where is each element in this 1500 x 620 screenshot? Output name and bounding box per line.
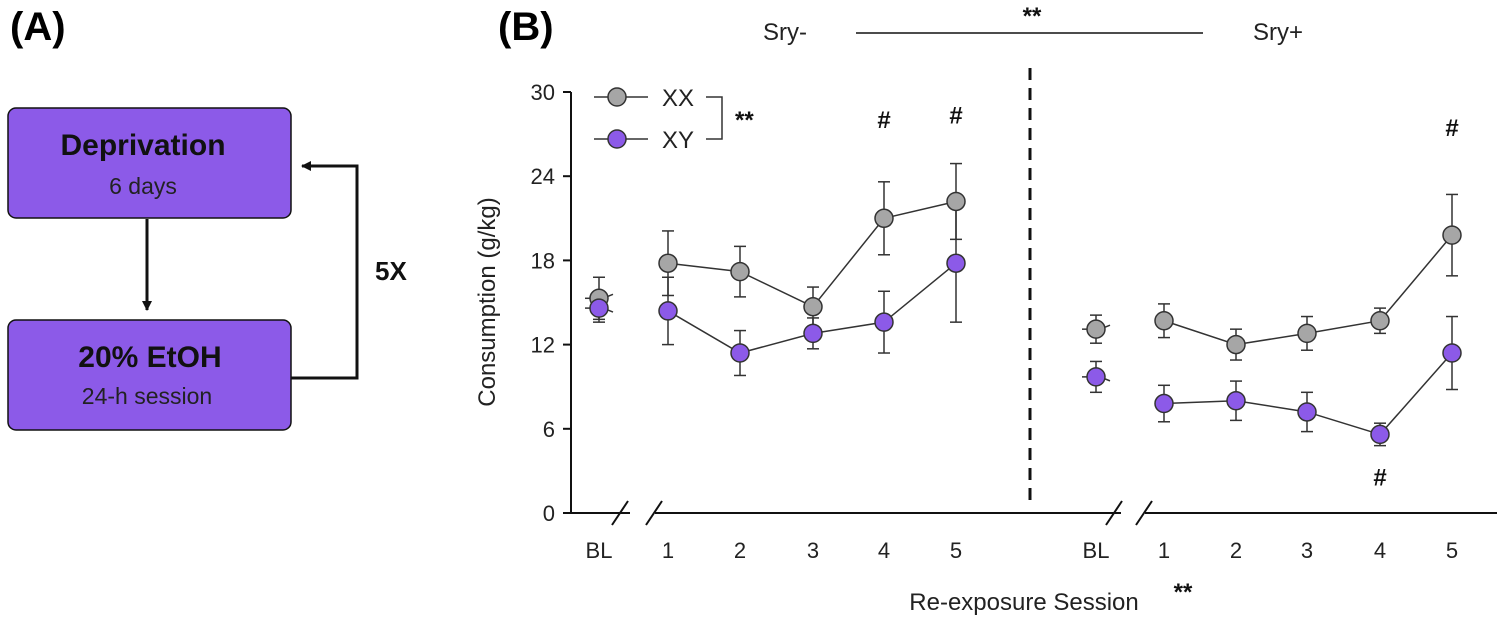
etoh-subtitle: 24-h session [82,383,212,409]
x-axis-title: Re-exposure Session [909,589,1138,616]
point-xx-4 [874,208,894,229]
deprivation-subtitle: 6 days [109,173,177,199]
panel-sry-: BL 1 2 3 4 5 # # [585,103,966,563]
legend-marker-xx [607,87,627,107]
legend-label-xy: XY [662,127,694,154]
axis-break-mark [1135,500,1153,526]
plot-area: BL 1 2 3 4 5 # # BL 1 2 3 4 5 # # [585,103,1462,563]
point-xx-3 [803,296,823,317]
point-xy-bl [1086,367,1106,387]
point-xx-2 [1226,334,1246,355]
etoh-title: 20% EtOH [78,341,221,374]
x-tick-label: 5 [950,538,962,563]
series-line-xy [1163,352,1453,436]
panel-sry-: BL 1 2 3 4 5 # # [1082,115,1462,563]
x-tick-label: 4 [1374,538,1386,563]
point-xy-4 [1370,424,1390,445]
x-tick-label: 3 [1301,538,1313,563]
group-label-sry-plus: Sry+ [1253,19,1303,46]
y-tick-label: 12 [531,333,555,358]
deprivation-box [7,107,292,219]
point-xy-2 [1226,390,1246,411]
legend-bracket [706,96,723,140]
y-tick-label: 6 [543,417,555,442]
point-xx-5 [1442,225,1462,245]
point-xx-1 [1154,310,1174,331]
x-tick-label: BL [1083,538,1110,563]
axis-break-mark [1105,500,1123,526]
significance-hash: # [1445,115,1458,142]
point-xy-5 [946,253,966,273]
y-axis-title: Consumption (g/kg) [474,197,501,406]
point-xy-2 [730,343,750,363]
x-axis-significance: ** [1174,579,1193,606]
legend-significance: ** [735,107,754,134]
x-tick-label: 4 [878,538,890,563]
etoh-box [7,319,292,431]
point-xy-4 [874,312,894,332]
point-xx-1 [658,253,678,273]
y-tick-label: 24 [531,164,555,189]
series-line-xx [667,200,957,308]
axis-break-mark [645,500,663,526]
deprivation-title: Deprivation [60,129,225,162]
x-tick-label: 1 [1158,538,1170,563]
y-tick-label: 18 [531,248,555,273]
point-xx-bl [1086,319,1106,339]
x-tick-label: 1 [662,538,674,563]
legend-label-xx: XX [662,85,694,112]
significance-hash: # [949,103,962,130]
point-xy-3 [803,323,823,344]
point-xx-5 [946,191,966,212]
group-label-sry-minus: Sry- [763,19,807,46]
legend: XX XY ** [594,85,754,154]
y-ticks: 0 6 12 18 24 30 [531,80,571,526]
panel-b-label: (B) [498,5,554,49]
x-tick-label: 5 [1446,538,1458,563]
point-xy-5 [1442,343,1462,363]
point-xx-3 [1297,323,1317,344]
x-tick-label: 2 [1230,538,1242,563]
point-xy-1 [658,301,678,321]
point-xy-3 [1297,402,1317,422]
point-xy-1 [1154,393,1174,414]
y-tick-label: 30 [531,80,555,105]
significance-hash: # [877,107,890,134]
point-xy-bl [589,298,609,318]
panel-a-label: (A) [10,5,66,49]
legend-marker-xy [607,129,627,149]
x-tick-label: BL [586,538,613,563]
group-significance: ** [1023,3,1042,30]
y-tick-label: 0 [543,501,555,526]
x-tick-label: 3 [807,538,819,563]
point-xx-4 [1370,310,1390,331]
axis-break-mark [611,500,629,526]
loop-arrow [291,161,359,380]
x-tick-label: 2 [734,538,746,563]
significance-hash: # [1373,465,1386,492]
point-xx-2 [730,261,750,282]
loop-label: 5X [375,256,407,286]
